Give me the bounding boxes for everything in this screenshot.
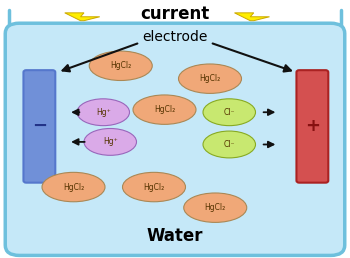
Ellipse shape [184,193,247,222]
Polygon shape [65,13,100,21]
Text: Cl⁻: Cl⁻ [224,140,235,149]
Text: electrode: electrode [142,30,208,44]
FancyBboxPatch shape [296,70,328,183]
Text: −: − [32,117,47,135]
Ellipse shape [178,64,241,93]
Text: HgCl₂: HgCl₂ [205,203,226,212]
Text: Hg⁺: Hg⁺ [103,138,118,146]
Ellipse shape [133,95,196,124]
Text: Water: Water [147,227,203,245]
Ellipse shape [84,128,136,155]
Text: HgCl₂: HgCl₂ [144,183,164,191]
FancyBboxPatch shape [5,23,345,255]
Text: Cl⁻: Cl⁻ [224,108,235,117]
Text: +: + [305,117,320,135]
Ellipse shape [77,99,130,126]
Text: HgCl₂: HgCl₂ [199,74,220,83]
Text: HgCl₂: HgCl₂ [63,183,84,191]
Text: HgCl₂: HgCl₂ [154,105,175,114]
Text: HgCl₂: HgCl₂ [110,61,131,70]
Ellipse shape [122,172,186,202]
Text: current: current [140,5,210,23]
Ellipse shape [42,172,105,202]
Text: Hg⁺: Hg⁺ [96,108,111,117]
Ellipse shape [203,131,256,158]
Ellipse shape [89,51,152,80]
Ellipse shape [203,99,256,126]
Polygon shape [234,13,270,21]
FancyBboxPatch shape [23,70,55,183]
